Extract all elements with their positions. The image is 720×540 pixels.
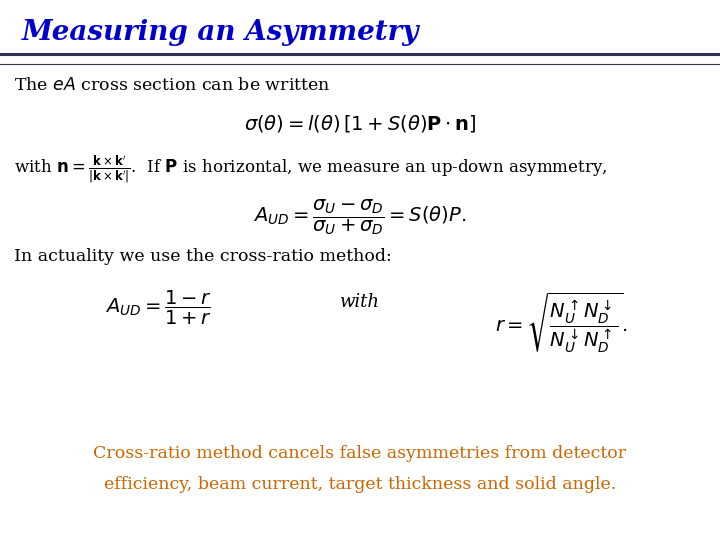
Text: Cross-ratio method cancels false asymmetries from detector: Cross-ratio method cancels false asymmet… [94,446,626,462]
Text: $A_{UD} = \dfrac{1-r}{1+r}$: $A_{UD} = \dfrac{1-r}{1+r}$ [105,289,212,327]
Text: Measuring an Asymmetry: Measuring an Asymmetry [22,19,419,46]
Text: In actuality we use the cross-ratio method:: In actuality we use the cross-ratio meth… [14,248,392,265]
Text: The $eA$ cross section can be written: The $eA$ cross section can be written [14,77,331,93]
Text: $A_{UD} = \dfrac{\sigma_U - \sigma_D}{\sigma_U + \sigma_D} = S(\theta)P.$: $A_{UD} = \dfrac{\sigma_U - \sigma_D}{\s… [253,197,467,237]
Text: $\sigma(\theta) = l(\theta)\,[1 + S(\theta)\mathbf{P} \cdot \mathbf{n}]$: $\sigma(\theta) = l(\theta)\,[1 + S(\the… [244,113,476,134]
Text: with: with [340,293,380,310]
Text: efficiency, beam current, target thickness and solid angle.: efficiency, beam current, target thickne… [104,476,616,493]
Text: with $\mathbf{n} = \frac{\mathbf{k}\times\mathbf{k}^{\prime}}{|\mathbf{k}\times\: with $\mathbf{n} = \frac{\mathbf{k}\time… [14,154,608,185]
Text: $r = \sqrt{\dfrac{N_U^{\uparrow} N_D^{\downarrow}}{N_U^{\downarrow} N_D^{\uparro: $r = \sqrt{\dfrac{N_U^{\uparrow} N_D^{\d… [495,291,628,355]
